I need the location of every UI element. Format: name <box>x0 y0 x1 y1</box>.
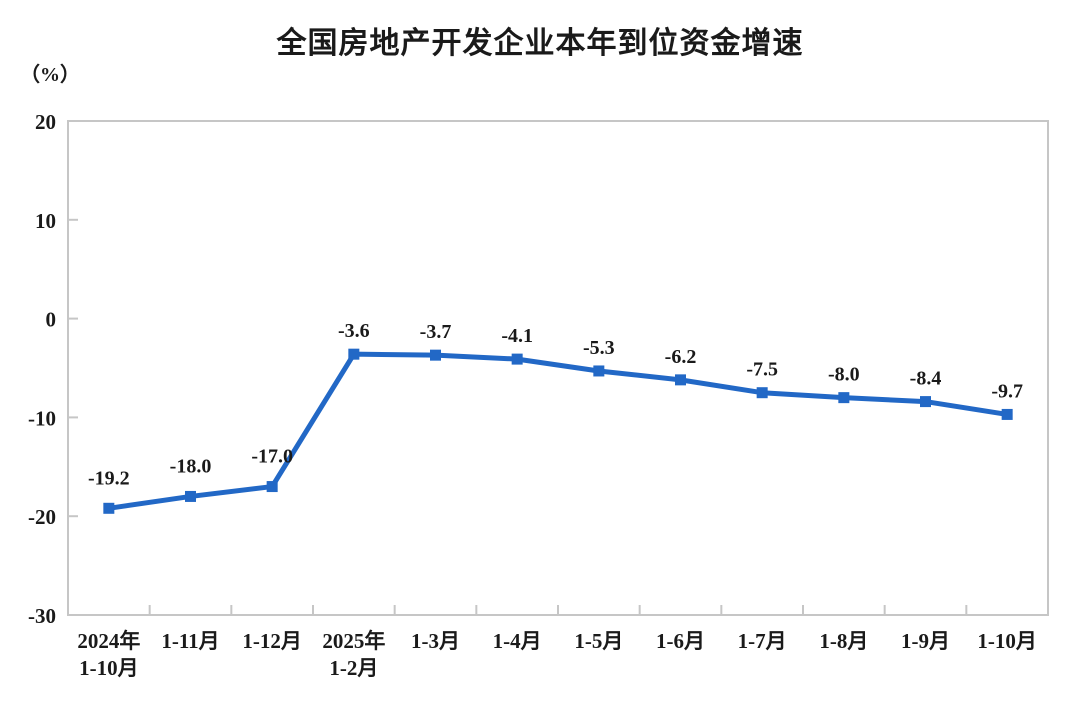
data-point-marker <box>266 481 278 493</box>
y-tick-label: 0 <box>46 308 57 332</box>
y-tick-label: 20 <box>35 110 56 134</box>
x-tick-label: 1-3月 <box>411 629 460 653</box>
data-point-marker <box>675 374 686 386</box>
data-point-marker <box>511 353 523 365</box>
x-tick-label: 1-4月 <box>493 629 542 653</box>
y-tick-label: 10 <box>35 209 56 233</box>
data-point-label: -17.0 <box>251 446 293 468</box>
x-tick-label: 2024年 <box>77 629 140 653</box>
x-tick-label: 1-2月 <box>329 656 378 680</box>
data-point-marker <box>756 387 768 399</box>
data-point-label: -18.0 <box>170 455 212 477</box>
data-point-marker <box>185 490 196 502</box>
data-point-marker <box>920 396 931 408</box>
data-point-label: -5.3 <box>583 337 615 359</box>
x-tick-label: 1-5月 <box>574 629 623 653</box>
data-point-label: -19.2 <box>88 467 130 489</box>
data-point-marker <box>103 502 115 514</box>
data-point-label: -3.6 <box>338 320 370 342</box>
data-point-marker <box>593 365 605 377</box>
data-point-label: -8.4 <box>910 368 942 390</box>
x-tick-label: 1-11月 <box>161 629 219 653</box>
data-point-label: -8.0 <box>828 364 860 386</box>
x-tick-label: 1-10月 <box>79 656 139 680</box>
data-point-label: -6.2 <box>665 346 697 368</box>
data-point-label: -9.7 <box>991 380 1023 402</box>
y-tick-label: -20 <box>28 505 56 529</box>
x-tick-label: 1-8月 <box>819 629 868 653</box>
data-point-marker <box>430 349 441 361</box>
x-tick-label: 2025年 <box>322 629 385 653</box>
x-tick-label: 1-7月 <box>738 629 787 653</box>
chart-title: 全国房地产开发企业本年到位资金增速 <box>276 27 804 60</box>
data-point-marker <box>838 392 850 404</box>
x-tick-label: 1-10月 <box>977 629 1037 653</box>
x-tick-label: 1-9月 <box>901 629 950 653</box>
data-point-label: -4.1 <box>501 325 533 347</box>
series-line <box>106 351 1010 511</box>
plot-border <box>67 120 1049 616</box>
data-point-label: -7.5 <box>746 359 778 381</box>
x-tick-label: 1-6月 <box>656 629 705 653</box>
y-axis-unit-label: （%） <box>20 64 80 86</box>
data-point-marker <box>1001 408 1013 420</box>
data-point-label: -3.7 <box>420 321 452 343</box>
y-tick-label: -10 <box>28 406 56 430</box>
x-tick-label: 1-12月 <box>242 629 302 653</box>
data-point-marker <box>348 348 360 360</box>
y-tick-label: -30 <box>28 604 56 628</box>
